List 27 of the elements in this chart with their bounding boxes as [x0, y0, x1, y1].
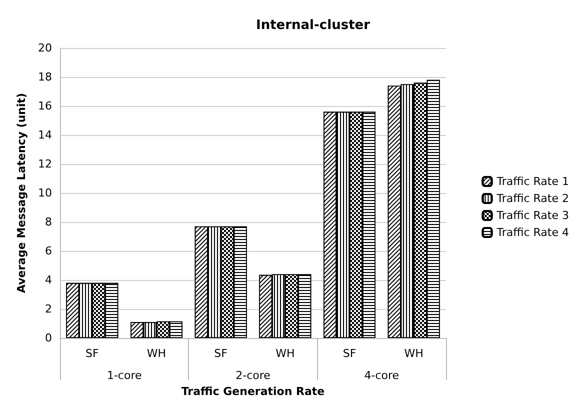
x-tick-label: WH	[146, 347, 166, 360]
x-tick-label: WH	[276, 347, 295, 360]
text: 4-core	[364, 369, 400, 382]
y-tick-label: 2	[45, 302, 52, 316]
y-tick-label: 20	[38, 42, 52, 54]
x-tick-label: WH	[404, 347, 424, 360]
text: 1-core	[106, 369, 142, 382]
y-tick-label: 10	[38, 186, 52, 200]
x-tick-label: SF	[214, 347, 228, 360]
x-tick-label: SF	[86, 347, 99, 360]
y-axis-title: Average Message Latency (unit)	[15, 92, 28, 294]
y-tick-label: 8	[45, 216, 52, 228]
legend-label: Traffic Rate 4	[496, 226, 570, 239]
legend-label: Traffic Rate 2	[496, 192, 570, 205]
chart-title: Internal-cluster	[256, 18, 371, 33]
legend-label: Traffic Rate 3	[496, 209, 570, 222]
y-tick-label: 0	[45, 332, 52, 344]
text: 2-core	[236, 369, 271, 382]
y-tick-label: 14	[38, 128, 52, 142]
y-tick-label: 12	[38, 158, 52, 170]
x-tick-label: SF	[342, 347, 356, 360]
y-tick-label: 4	[45, 274, 52, 286]
legend-label: Traffic Rate 1	[496, 175, 570, 188]
x-axis-title: Traffic Generation Rate	[181, 385, 325, 398]
y-tick-label: 16	[38, 100, 52, 112]
y-tick-label: 6	[45, 244, 52, 258]
y-tick-label: 18	[38, 70, 52, 84]
